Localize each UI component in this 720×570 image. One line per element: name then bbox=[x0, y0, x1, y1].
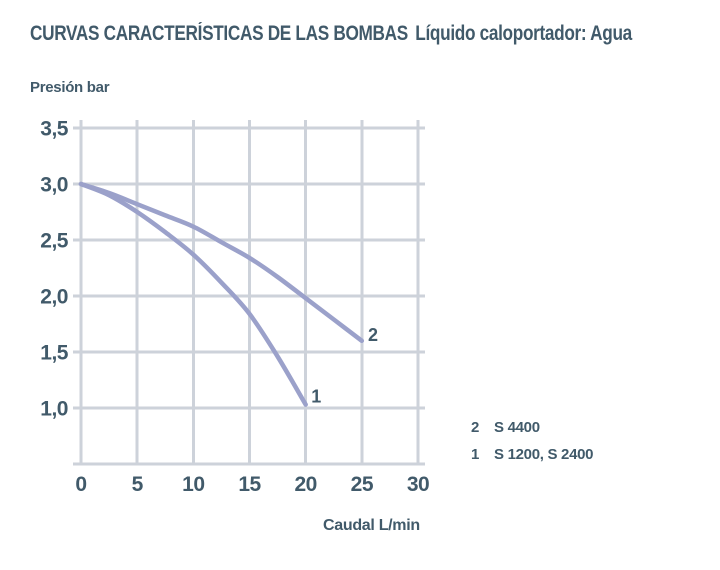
page-title-main: CURVAS CARACTERÍSTICAS DE LAS BOMBAS bbox=[30, 22, 408, 45]
x-tick-label: 20 bbox=[294, 473, 316, 496]
x-axis-label: Caudal L/min bbox=[323, 517, 420, 534]
legend-row-s4400: 2 S 4400 bbox=[468, 419, 593, 446]
x-tick-label: 30 bbox=[407, 473, 429, 496]
curve-1-path bbox=[78, 181, 308, 407]
y-tick-label: 2,5 bbox=[40, 230, 69, 253]
y-axis-label: Presión bar bbox=[30, 79, 110, 96]
page-title-subtitle: Líquido caloportador: Agua bbox=[415, 22, 632, 45]
y-tick-label: 2,0 bbox=[40, 286, 68, 309]
y-tick-label: 3,0 bbox=[40, 174, 68, 197]
legend-pump-models: S 4400 bbox=[494, 419, 540, 436]
legend-row-s1200-s2400: 1 S 1200, S 2400 bbox=[468, 446, 594, 473]
x-tick-label: 15 bbox=[238, 473, 261, 496]
legend-curve-number: 2 bbox=[470, 419, 480, 436]
y-tick-label: 3,5 bbox=[40, 118, 69, 141]
y-tick-label: 1,0 bbox=[40, 398, 68, 421]
curve-1-label: 1 bbox=[311, 386, 321, 406]
x-tick-label: 0 bbox=[75, 473, 86, 496]
x-tick-label: 10 bbox=[182, 473, 204, 496]
y-tick-label: 1,5 bbox=[40, 342, 69, 365]
legend-pump-models: S 1200, S 2400 bbox=[494, 446, 594, 463]
curve-2-label: 2 bbox=[368, 325, 378, 345]
x-tick-label: 25 bbox=[351, 473, 374, 496]
curve-2-path bbox=[78, 181, 365, 344]
curve-legend: 2 S 4400 1 S 1200, S 2400 bbox=[468, 419, 594, 473]
legend-curve-number: 1 bbox=[470, 446, 480, 463]
page-title: CURVAS CARACTERÍSTICAS DE LAS BOMBAS Líqu… bbox=[30, 22, 632, 46]
x-tick-label: 5 bbox=[132, 473, 144, 496]
